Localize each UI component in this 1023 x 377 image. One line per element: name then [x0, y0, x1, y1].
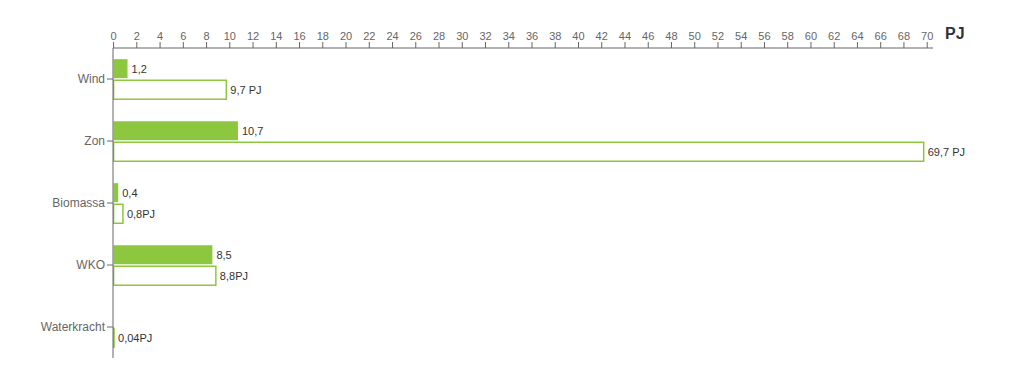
svg-text:4: 4 [157, 30, 163, 42]
svg-text:0,04PJ: 0,04PJ [118, 332, 152, 344]
svg-text:2: 2 [134, 30, 140, 42]
svg-text:42: 42 [596, 30, 608, 42]
svg-text:Wind: Wind [78, 72, 105, 86]
svg-text:38: 38 [549, 30, 561, 42]
svg-text:8,5: 8,5 [216, 249, 231, 261]
svg-text:50: 50 [689, 30, 701, 42]
svg-text:30: 30 [456, 30, 468, 42]
svg-text:48: 48 [665, 30, 677, 42]
svg-text:66: 66 [875, 30, 887, 42]
svg-text:44: 44 [619, 30, 631, 42]
svg-text:64: 64 [851, 30, 863, 42]
svg-text:62: 62 [828, 30, 840, 42]
svg-text:10: 10 [224, 30, 236, 42]
svg-text:22: 22 [363, 30, 375, 42]
svg-text:Zon: Zon [84, 134, 105, 148]
svg-text:34: 34 [503, 30, 515, 42]
svg-text:8: 8 [204, 30, 210, 42]
svg-text:40: 40 [572, 30, 584, 42]
svg-text:18: 18 [317, 30, 329, 42]
svg-text:0: 0 [111, 30, 117, 42]
svg-text:32: 32 [479, 30, 491, 42]
svg-text:14: 14 [270, 30, 282, 42]
svg-text:52: 52 [712, 30, 724, 42]
svg-text:12: 12 [247, 30, 259, 42]
svg-text:60: 60 [805, 30, 817, 42]
svg-text:26: 26 [410, 30, 422, 42]
svg-text:24: 24 [386, 30, 398, 42]
svg-text:8,8PJ: 8,8PJ [220, 270, 248, 282]
svg-text:0,4: 0,4 [122, 187, 137, 199]
svg-text:46: 46 [642, 30, 654, 42]
svg-text:WKO: WKO [76, 258, 105, 272]
svg-text:69,7 PJ: 69,7 PJ [928, 146, 965, 158]
svg-text:54: 54 [735, 30, 747, 42]
svg-text:Biomassa: Biomassa [52, 196, 105, 210]
svg-text:6: 6 [180, 30, 186, 42]
svg-text:28: 28 [433, 30, 445, 42]
svg-text:70: 70 [921, 30, 933, 42]
svg-text:36: 36 [526, 30, 538, 42]
svg-text:0,8PJ: 0,8PJ [127, 208, 155, 220]
svg-text:PJ: PJ [945, 25, 965, 42]
svg-text:20: 20 [340, 30, 352, 42]
svg-text:68: 68 [898, 30, 910, 42]
svg-text:Waterkracht: Waterkracht [41, 320, 106, 334]
svg-text:16: 16 [293, 30, 305, 42]
svg-text:56: 56 [758, 30, 770, 42]
svg-text:1,2: 1,2 [132, 63, 147, 75]
svg-text:10,7: 10,7 [242, 125, 263, 137]
svg-text:9,7 PJ: 9,7 PJ [230, 84, 261, 96]
svg-text:58: 58 [782, 30, 794, 42]
